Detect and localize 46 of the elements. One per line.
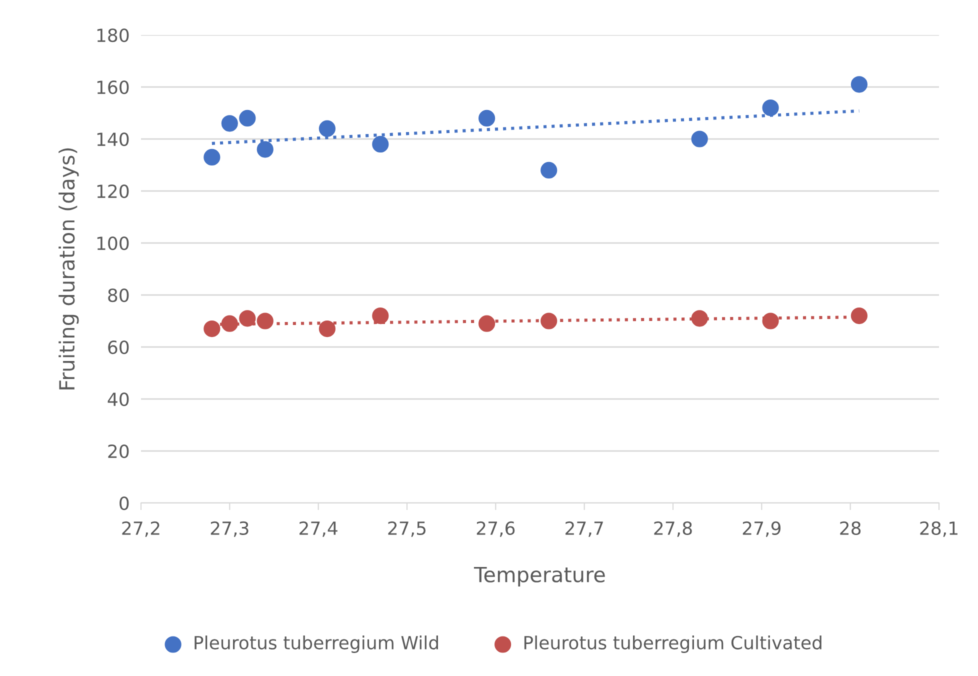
point	[221, 315, 238, 332]
legend-label: Pleurotus tuberregium Cultivated	[524, 636, 822, 653]
x-tick-label: 27,4	[300, 521, 338, 537]
y-tick-label: 100	[97, 236, 129, 250]
point	[239, 310, 256, 327]
point	[256, 141, 274, 158]
point	[318, 120, 336, 137]
y-tick-label: 160	[97, 80, 129, 94]
point	[540, 162, 558, 178]
y-tick-label: 80	[108, 288, 129, 302]
y-tick-label: 140	[97, 132, 129, 146]
x-tick-label: 27,2	[122, 521, 160, 537]
point	[478, 315, 496, 332]
point	[318, 320, 336, 338]
point	[478, 110, 496, 126]
point	[204, 320, 220, 338]
y-tick-label: 60	[108, 340, 129, 354]
y-tick-label: 180	[97, 28, 129, 42]
x-tick-label: 27,6	[476, 521, 515, 537]
point	[850, 308, 868, 324]
point	[691, 310, 708, 327]
point	[221, 115, 238, 132]
y-tick-label: 40	[108, 392, 129, 406]
point	[204, 148, 220, 166]
point	[850, 76, 868, 93]
x-tick-label: 27,3	[210, 521, 248, 537]
point	[540, 312, 558, 330]
legend-label: Pleurotus tuberregium Wild	[194, 636, 438, 653]
x-tick-label: 28	[840, 521, 861, 536]
point	[372, 308, 389, 324]
point	[372, 136, 389, 152]
x-tick-label: 27,8	[654, 521, 692, 537]
x-tick-label: 27,9	[742, 521, 780, 537]
x-tick-label: 27,7	[566, 521, 603, 537]
point	[762, 312, 779, 330]
y-tick-label: 120	[97, 184, 129, 198]
point	[239, 110, 256, 126]
point	[256, 312, 274, 330]
x-tick-label: 28,1	[920, 521, 958, 537]
x-axis-title: Temperature	[474, 566, 605, 586]
x-tick-label: 27,5	[388, 521, 426, 537]
y-tick-label: 20	[108, 444, 129, 458]
y-axis-title: Fruiting duration (days)	[58, 148, 79, 390]
y-tick-label: 0	[120, 496, 129, 510]
point	[762, 100, 779, 116]
point	[691, 130, 708, 148]
